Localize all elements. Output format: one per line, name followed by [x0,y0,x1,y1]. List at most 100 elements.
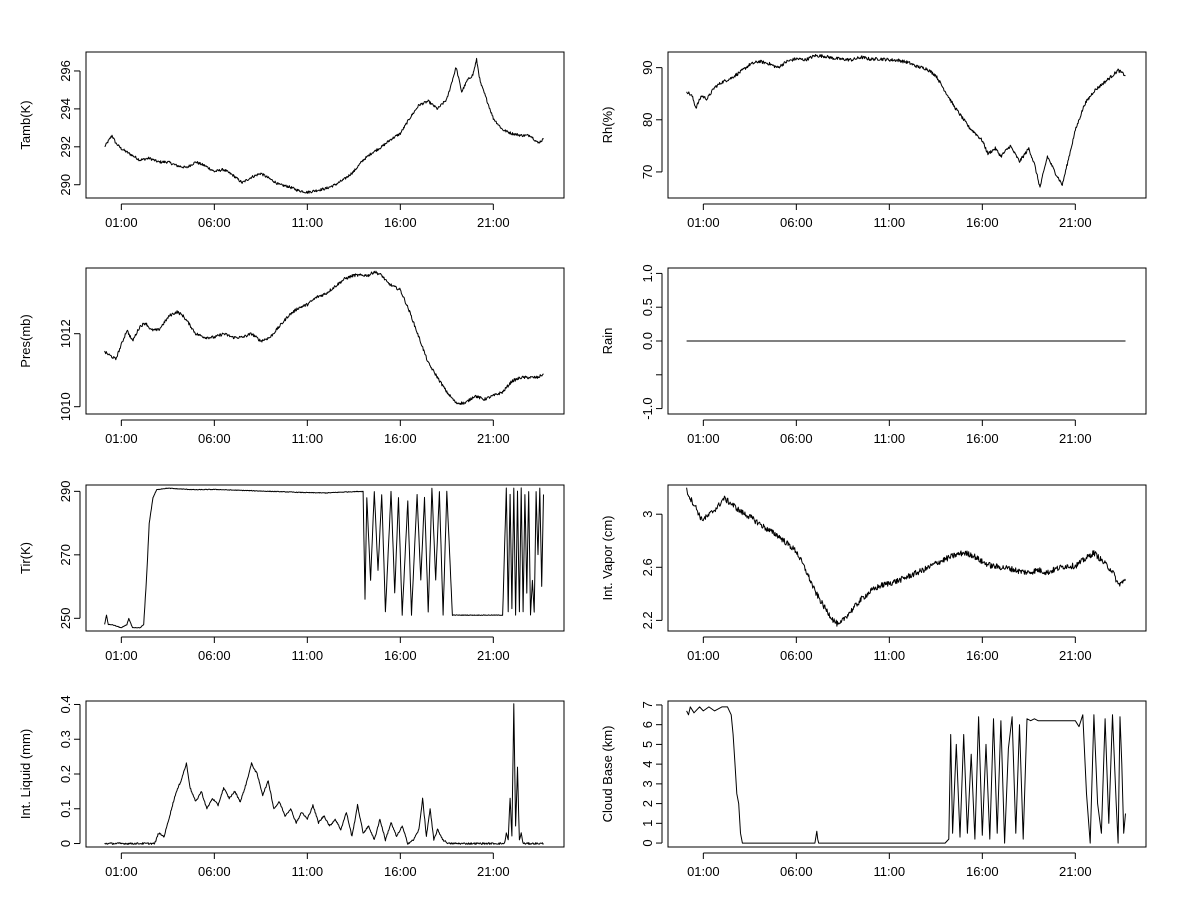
x-tick-label: 11:00 [874,431,906,446]
x-tick-label: 06:00 [780,431,813,446]
series-line-1 [686,487,1126,627]
x-tick-label: 11:00 [292,648,324,663]
x-tick-label: 11:00 [874,648,906,663]
x-tick-label: 16:00 [384,864,417,879]
y-tick-label: 0 [640,839,655,846]
x-tick-label: 21:00 [477,215,510,230]
plot-frame [85,700,565,848]
x-tick-label: 01:00 [105,864,138,879]
panel-1: 01:00 06:00 11:00 16:00 21:00 290 292 294 296 Tam… [18,51,565,230]
x-tick-label: 16:00 [384,215,417,230]
x-tick-label: 16:00 [384,648,417,663]
y-tick-label: -1.0 [640,397,655,419]
y-tick-label: 290 [58,480,73,502]
x-tick-label: 01:00 [687,864,720,879]
y-tick-label: 0.0 [640,332,655,350]
y-tick-label: 90 [640,60,655,74]
panel-8: 01:00 06:00 11:00 16:00 21:00 0 1 2 3 4 5 6 7 Cloud B… [600,700,1147,879]
y-tick-label: 250 [58,607,73,629]
panel-2: 01:00 06:00 11:00 16:00 21:00 70 80 90 Rh(%) [600,51,1147,230]
x-tick-label: 06:00 [198,431,231,446]
x-tick-label: 01:00 [105,431,138,446]
x-tick-label: 01:00 [687,215,720,230]
plot-frame [667,484,1147,632]
x-tick-label: 06:00 [198,648,231,663]
y-tick-label: 1 [640,820,655,827]
y-tick-label: 2.6 [640,558,655,576]
x-tick-label: 21:00 [1059,864,1092,879]
panel-3: 01:00 06:00 11:00 16:00 21:00 1010 1012 Pres(mb… [18,267,565,446]
y-axis-title: Int. Vapor (cm) [600,515,615,600]
y-tick-label: 7 [640,701,655,708]
y-tick-label: 294 [58,98,73,120]
panel-4: 01:00 06:00 11:00 16:00 21:00 -1.0 0.0 0.5 1.0 Ra… [600,264,1147,446]
y-tick-label: 1010 [58,392,73,421]
x-tick-label: 21:00 [1059,431,1092,446]
y-axis-title: Rh(%) [600,107,615,144]
series-line-1 [686,54,1126,188]
plot-frame [667,267,1147,415]
x-tick-label: 21:00 [1059,215,1092,230]
y-tick-label: 3 [640,780,655,787]
plot-frame [667,700,1147,848]
y-axis-title: Int. Liquid (mm) [18,729,33,819]
panel-7: 01:00 06:00 11:00 16:00 21:00 0 0.1 0.2 0.3 0.4 In… [18,695,565,879]
y-tick-label: 3 [640,511,655,518]
x-tick-label: 21:00 [1059,648,1092,663]
y-tick-label: 1012 [58,319,73,348]
y-tick-label: 4 [640,761,655,768]
y-tick-label: 0.2 [58,765,73,783]
y-tick-label: 1.0 [640,264,655,282]
y-tick-label: 0.5 [640,298,655,316]
y-tick-label: 292 [58,136,73,158]
x-tick-label: 11:00 [874,864,906,879]
y-axis-title: Tir(K) [18,542,33,574]
x-tick-label: 11:00 [874,215,906,230]
y-tick-label: 290 [58,174,73,196]
x-tick-label: 01:00 [687,648,720,663]
y-tick-label: 0.4 [58,695,73,713]
x-tick-label: 06:00 [780,215,813,230]
x-tick-label: 16:00 [966,431,999,446]
plot-frame [85,484,565,632]
series-line-1 [104,57,544,194]
x-tick-label: 11:00 [292,431,324,446]
y-axis-title: Rain [600,328,615,355]
y-tick-label: 6 [640,721,655,728]
y-tick-label: 2 [640,800,655,807]
y-tick-label: 0 [58,840,73,847]
x-tick-label: 21:00 [477,431,510,446]
plot-frame [667,51,1147,199]
y-tick-label: 70 [640,165,655,179]
x-tick-label: 16:00 [384,431,417,446]
x-tick-label: 21:00 [477,864,510,879]
plot-frame [85,51,565,199]
x-tick-label: 11:00 [292,864,324,879]
y-axis-title: Pres(mb) [18,314,33,367]
series-line-1 [104,487,544,629]
x-tick-label: 21:00 [477,648,510,663]
x-tick-label: 06:00 [780,648,813,663]
panel-6: 01:00 06:00 11:00 16:00 21:00 2.2 2.6 3 Int. Vap… [600,484,1147,663]
x-tick-label: 06:00 [198,215,231,230]
x-tick-label: 06:00 [198,864,231,879]
y-axis-title: Tamb(K) [18,100,33,149]
y-axis-title: Cloud Base (km) [600,726,615,823]
x-tick-label: 01:00 [687,431,720,446]
x-tick-label: 11:00 [292,215,324,230]
y-tick-label: 270 [58,544,73,566]
x-tick-label: 01:00 [105,215,138,230]
panel-5: 01:00 06:00 11:00 16:00 21:00 250 270 290 Tir(K) [18,480,565,663]
series-line-1 [104,270,544,405]
x-tick-label: 16:00 [966,648,999,663]
series-line-1 [686,706,1126,844]
x-tick-label: 16:00 [966,864,999,879]
y-tick-label: 296 [58,60,73,82]
series-line-1 [104,703,544,845]
x-tick-label: 06:00 [780,864,813,879]
x-tick-label: 01:00 [105,648,138,663]
plot-frame [85,267,565,415]
y-tick-label: 2.2 [640,611,655,629]
